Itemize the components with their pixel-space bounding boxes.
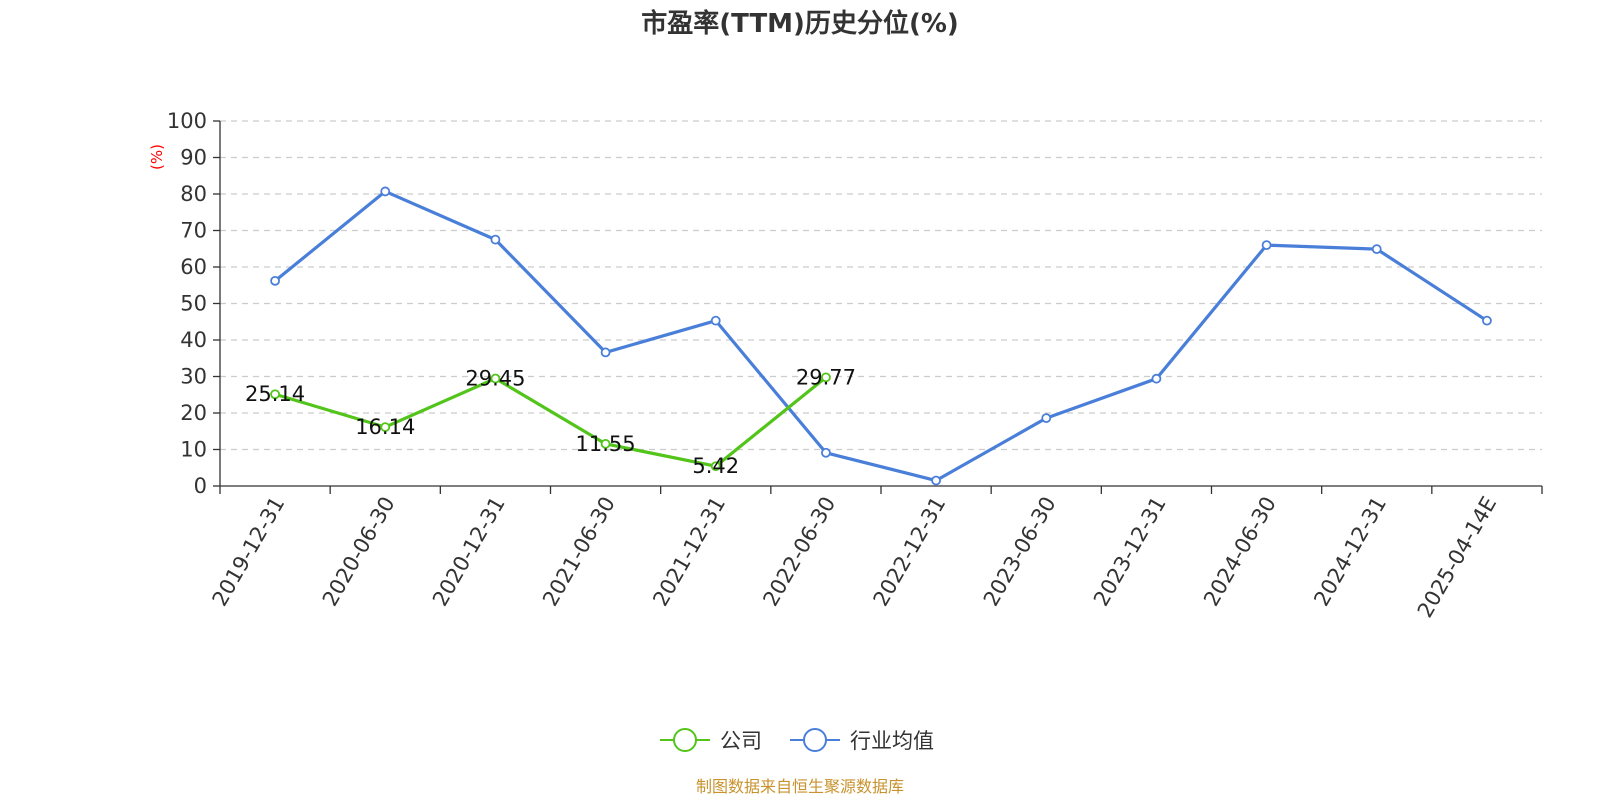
series-lines xyxy=(270,186,1492,486)
y-tick-label: 80 xyxy=(180,182,207,206)
y-tick-label: 60 xyxy=(180,255,207,279)
data-point xyxy=(490,373,501,384)
data-label: 25.14 xyxy=(245,382,305,406)
data-point xyxy=(710,461,721,472)
data-label: 29.77 xyxy=(796,365,856,389)
y-tick-label: 0 xyxy=(194,474,207,498)
chart-title: 市盈率(TTM)历史分位(%) xyxy=(641,8,959,39)
x-tick-label: 2024-12-31 xyxy=(1309,493,1391,611)
data-label: 11.55 xyxy=(576,432,636,456)
x-tick-label: 2023-12-31 xyxy=(1089,493,1171,611)
data-point xyxy=(1151,373,1162,384)
series-line xyxy=(274,376,827,468)
source-note: 制图数据来自恒生聚源数据库 xyxy=(696,777,904,796)
data-point xyxy=(710,315,721,326)
y-tick-label: 10 xyxy=(180,438,207,462)
data-point xyxy=(1041,413,1052,424)
data-label: 16.14 xyxy=(355,415,415,439)
x-tick-label: 2020-06-30 xyxy=(318,493,400,611)
x-tick-label: 2021-12-31 xyxy=(648,493,730,611)
y-tick-label: 20 xyxy=(180,401,207,425)
legend-marker xyxy=(803,728,827,752)
y-tick-label: 70 xyxy=(180,219,207,243)
data-point xyxy=(600,347,611,358)
x-tick-label: 2019-12-31 xyxy=(208,493,290,611)
legend-marker xyxy=(673,728,697,752)
y-tick-label: 90 xyxy=(180,146,207,170)
data-point xyxy=(1482,315,1492,326)
y-axis-label: (%) xyxy=(148,144,166,170)
x-tick-label: 2025-04-14E xyxy=(1413,493,1501,622)
data-labels: 25.14 16.14 29.45 11.55 5.42 29.77 xyxy=(245,365,856,478)
x-tick-label: 2022-12-31 xyxy=(869,492,951,610)
legend[interactable]: 公司 行业均值 xyxy=(660,728,934,753)
data-label: 5.42 xyxy=(692,454,739,478)
data-point xyxy=(821,447,831,458)
legend-label: 行业均值 xyxy=(850,729,934,753)
data-point xyxy=(380,422,391,432)
y-tick-label: 40 xyxy=(180,328,207,352)
data-point xyxy=(490,234,501,245)
x-tick-label: 2020-12-31 xyxy=(428,492,510,610)
gridlines xyxy=(220,120,1542,451)
data-point xyxy=(1371,244,1382,255)
x-tick-label: 2023-06-30 xyxy=(979,493,1061,611)
data-point xyxy=(1261,240,1272,251)
series-line xyxy=(274,189,1488,483)
x-tick-label: 2022-06-30 xyxy=(758,493,840,611)
data-point xyxy=(931,475,941,486)
data-point xyxy=(270,389,280,400)
legend-label: 公司 xyxy=(720,729,762,753)
x-tick-label: 2021-06-30 xyxy=(538,493,620,611)
y-tick-label: 30 xyxy=(180,365,207,389)
data-point xyxy=(600,438,611,449)
legend-item[interactable]: 行业均值 xyxy=(790,728,934,753)
data-label: 29.45 xyxy=(465,367,525,391)
data-point xyxy=(821,372,831,383)
y-tick-label: 100 xyxy=(167,109,207,133)
x-tick-label: 2024-06-30 xyxy=(1199,493,1281,611)
data-point xyxy=(380,186,391,197)
data-point xyxy=(270,275,280,286)
y-tick-label: 50 xyxy=(180,292,207,316)
legend-item[interactable]: 公司 xyxy=(660,728,762,753)
